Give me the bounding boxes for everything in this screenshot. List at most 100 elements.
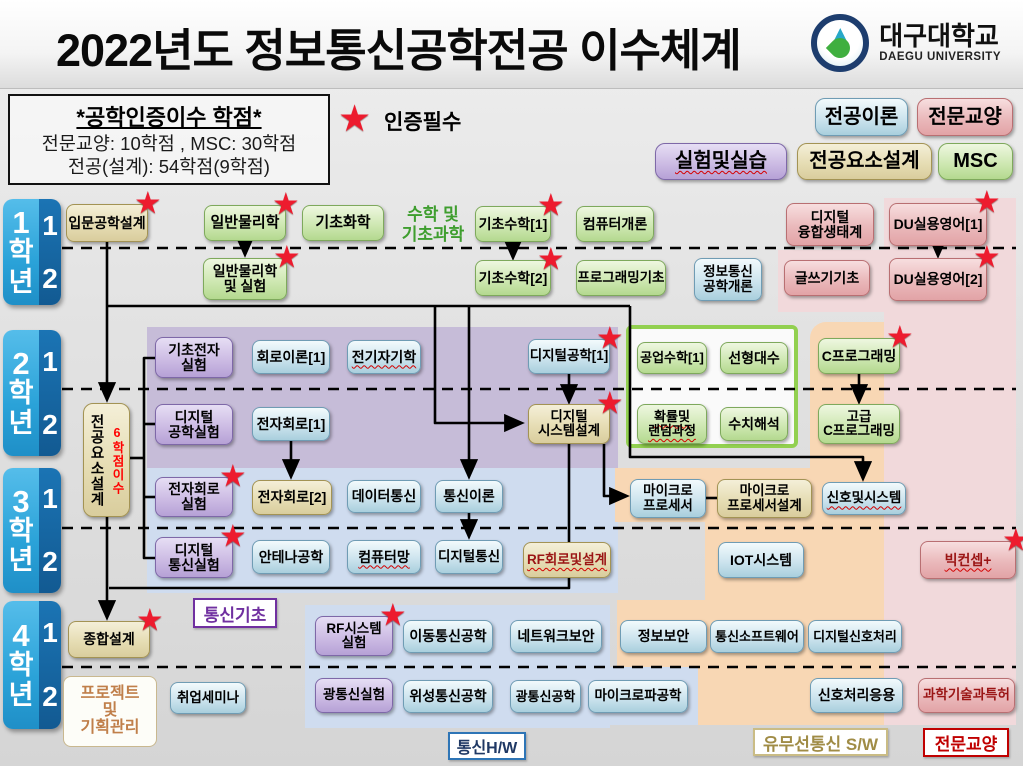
year-label-char: 학 (8, 378, 34, 409)
course-project-planning-management: 프로젝트 및 기획관리 (63, 676, 157, 747)
course-basic-math-1: 기초수학[1] ★ (475, 192, 563, 242)
course-digital-communication: 디지털통신 (435, 540, 503, 574)
course-optical-comm: 광통신공학 (510, 680, 581, 713)
course-label: 신호및시스템 (826, 490, 902, 506)
course-intro-engineering-design: 입문공학설계 ★ (66, 190, 160, 242)
course-label: 정보보안 (637, 628, 690, 645)
course-label: 디지털공학[1] (529, 348, 609, 364)
course-label: 전공요소설계 (809, 150, 920, 172)
year-number: 3 (12, 483, 30, 519)
required-star-icon: ★ (273, 189, 298, 219)
year-label-char: 학 (8, 650, 34, 681)
course-label: 전기자기학 (351, 348, 417, 365)
required-star-icon: ★ (380, 600, 405, 630)
course-label: 전자회로 실험 (168, 481, 220, 512)
course-label: 마이크로 프로세서설계 (727, 483, 802, 513)
semester-2-label: 2 (42, 262, 58, 294)
course-du-practical-english-2: DU실용영어[2] ★ (889, 244, 999, 301)
liberal-arts-bottom-label: 전문교양 (923, 728, 1009, 757)
course-label: DU실용영어[1] (893, 216, 983, 233)
comm-hw-label: 통신H/W (448, 732, 526, 760)
course-label: RF회로및설계 (526, 551, 608, 567)
course-satellite-comm: 위성통신공학 (403, 680, 493, 713)
course-electronic-circuits-2: 전자회로[2] (252, 480, 332, 515)
credit-line-2: 전공(설계): 54학점(9학점) (68, 156, 270, 178)
course-electromagnetics: 전기자기학 (347, 340, 421, 374)
course-label: C프로그래밍 (821, 347, 897, 364)
required-star-icon: ★ (338, 98, 372, 139)
course-rf-circuit-design: RF회로및설계 (523, 542, 611, 578)
course-intro-info-comm-engineering: 정보통신 공학개론 (694, 258, 762, 301)
course-network-security: 네트워크보안 (510, 620, 602, 653)
course-signals-and-systems: 신호및시스템 (822, 482, 906, 515)
course-label: 마이크로파공학 (594, 688, 682, 704)
university-logo: 대구대학교 DAEGU UNIVERSITY (811, 14, 1001, 72)
course-label: 광통신공학 (515, 688, 576, 704)
header: 2022년도 정보통신공학전공 이수체계 대구대학교 DAEGU UNIVERS… (0, 0, 1023, 89)
course-data-communication: 데이터통신 (347, 480, 421, 513)
semester-1-label: 1 (42, 617, 58, 648)
course-label: 디지털통신 (437, 548, 501, 564)
course-general-physics-lab: 일반물리학 및 실험 ★ (203, 244, 299, 300)
course-du-practical-english-1: DU실용영어[1] ★ (889, 189, 999, 246)
course-label: 데이터통신 (351, 488, 417, 505)
legend-liberal-arts: 전문교양 (917, 98, 1013, 136)
course-label: 디지털 공학실험 (168, 408, 220, 440)
course-iot-system: IOT시스템 (718, 542, 804, 578)
course-label: MSC (953, 150, 998, 172)
required-star-icon: ★ (597, 323, 622, 353)
legend-experiment-practice: 실험및실습 (655, 143, 787, 180)
course-label: 컴퓨터망 (358, 548, 410, 565)
course-label: 이동통신공학 (409, 628, 487, 645)
semester-2-label: 2 (42, 681, 58, 712)
course-numerical-analysis: 수치해석 (720, 407, 788, 441)
course-digital-engineering-lab: 디지털 공학실험 (155, 404, 233, 445)
course-science-tech-patents: 과학기술과특허 (918, 678, 1015, 713)
required-star-icon: ★ (538, 244, 563, 274)
course-label: 프로젝트 및 기획관리 (80, 685, 140, 736)
course-label: 기초화학 (315, 214, 371, 232)
required-star-icon: ★ (538, 190, 563, 220)
course-label: 전자회로[1] (256, 415, 326, 432)
course-circuit-theory-1: 회로이론[1] (252, 340, 330, 374)
course-label: 취업세미나 (176, 689, 240, 705)
course-label: 빅컨셉+ (944, 551, 992, 568)
course-major-element-design-track: 전공요소설계 6학점이수 (83, 403, 130, 517)
required-star-icon: ★ (274, 242, 299, 272)
year-number: 4 (12, 618, 30, 654)
course-capstone-design: 종합설계 ★ (68, 607, 162, 658)
course-digital-convergence-ecosystem: 디지털 융합생태계 (786, 203, 874, 246)
course-label: 디지털 융합생태계 (797, 208, 863, 240)
year-label-char: 년 (8, 679, 34, 710)
course-label: 기초수학[2] (478, 269, 548, 286)
year-label-char: 년 (8, 545, 34, 575)
course-c-programming: C프로그래밍 ★ (818, 324, 912, 374)
course-computer-networks: 컴퓨터망 (347, 540, 421, 574)
course-label: 종합설계 (83, 631, 135, 648)
course-writing-basics: 글쓰기기초 (784, 260, 870, 296)
page-title: 2022년도 정보통신공학전공 이수체계 (56, 25, 742, 76)
semester-1-label: 1 (42, 345, 58, 377)
year-label-char: 년 (8, 407, 34, 438)
course-label: 안테나공학 (258, 548, 324, 565)
course-label: 컴퓨터개론 (582, 215, 648, 232)
university-name-en: DAEGU UNIVERSITY (879, 50, 1001, 63)
course-basic-chemistry: 기초화학 (302, 205, 384, 241)
course-digital-engineering-1: 디지털공학[1] ★ (528, 325, 622, 374)
course-label: 네트워크보안 (517, 628, 595, 645)
wired-wireless-sw-label: 유무선통신 S/W (753, 728, 888, 756)
course-label: 실험및실습 (675, 150, 767, 172)
credit-line-1: 전문교양: 10학점 , MSC: 30학점 (41, 133, 297, 154)
course-label: 일반물리학 (210, 214, 280, 232)
course-engineering-math-1: 공업수학[1] (637, 342, 707, 374)
course-label: 글쓰기기초 (794, 269, 860, 286)
course-advanced-c-programming: 고급 C프로그래밍 (818, 404, 900, 444)
course-label: 전자회로[2] (257, 489, 327, 506)
course-label: 기초전자 실험 (168, 341, 220, 373)
course-signal-processing-applications: 신호처리응용 (810, 678, 903, 713)
legend-major-theory: 전공이론 (815, 98, 908, 136)
math-basic-science-label: 수학 및 기초과학 (393, 205, 473, 244)
